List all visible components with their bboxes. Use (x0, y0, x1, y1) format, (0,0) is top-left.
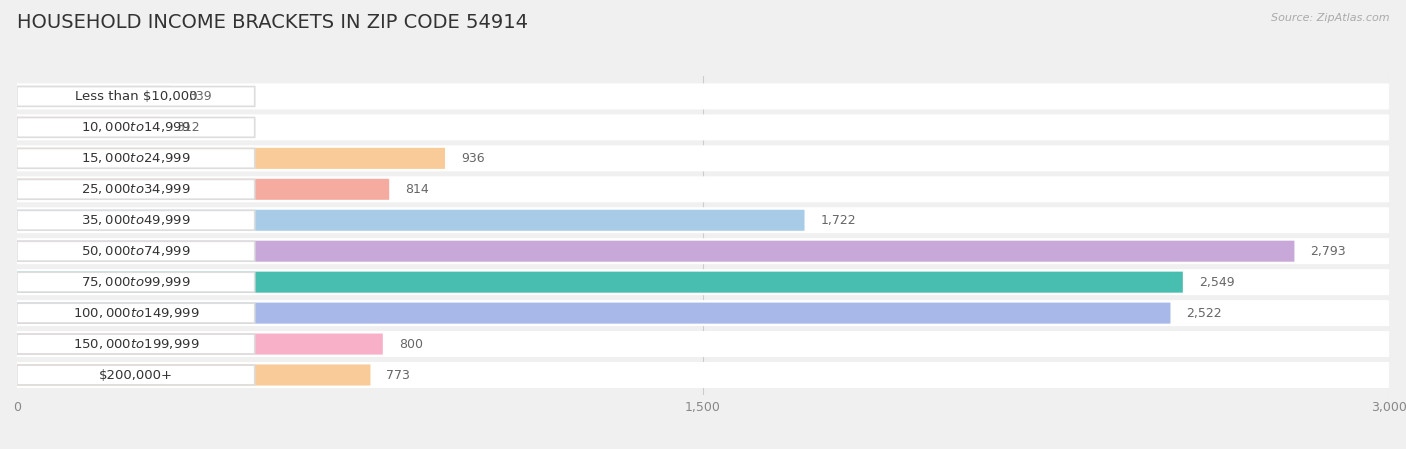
FancyBboxPatch shape (17, 149, 254, 168)
Text: $75,000 to $99,999: $75,000 to $99,999 (82, 275, 191, 289)
FancyBboxPatch shape (17, 300, 1389, 326)
FancyBboxPatch shape (17, 145, 1389, 172)
Text: 2,549: 2,549 (1199, 276, 1234, 289)
FancyBboxPatch shape (17, 210, 254, 230)
Text: Less than $10,000: Less than $10,000 (75, 90, 197, 103)
FancyBboxPatch shape (17, 365, 254, 385)
Text: 339: 339 (188, 90, 211, 103)
Text: HOUSEHOLD INCOME BRACKETS IN ZIP CODE 54914: HOUSEHOLD INCOME BRACKETS IN ZIP CODE 54… (17, 13, 527, 32)
Text: $35,000 to $49,999: $35,000 to $49,999 (82, 213, 191, 227)
FancyBboxPatch shape (17, 86, 172, 107)
Text: $100,000 to $149,999: $100,000 to $149,999 (73, 306, 200, 320)
Text: $200,000+: $200,000+ (98, 369, 173, 382)
Text: 814: 814 (405, 183, 429, 196)
FancyBboxPatch shape (17, 210, 804, 231)
FancyBboxPatch shape (17, 272, 254, 292)
Text: $25,000 to $34,999: $25,000 to $34,999 (82, 182, 191, 196)
Text: $15,000 to $24,999: $15,000 to $24,999 (82, 151, 191, 165)
Text: Source: ZipAtlas.com: Source: ZipAtlas.com (1271, 13, 1389, 23)
Text: 1,722: 1,722 (821, 214, 856, 227)
FancyBboxPatch shape (17, 331, 1389, 357)
FancyBboxPatch shape (17, 269, 1389, 295)
Text: 312: 312 (176, 121, 200, 134)
Text: $50,000 to $74,999: $50,000 to $74,999 (82, 244, 191, 258)
FancyBboxPatch shape (17, 272, 1182, 293)
FancyBboxPatch shape (17, 303, 1170, 324)
Text: 800: 800 (399, 338, 423, 351)
FancyBboxPatch shape (17, 117, 160, 138)
FancyBboxPatch shape (17, 241, 1295, 262)
FancyBboxPatch shape (17, 334, 382, 355)
Text: 2,793: 2,793 (1310, 245, 1346, 258)
FancyBboxPatch shape (17, 180, 254, 199)
FancyBboxPatch shape (17, 118, 254, 137)
Text: $10,000 to $14,999: $10,000 to $14,999 (82, 120, 191, 134)
FancyBboxPatch shape (17, 87, 254, 106)
FancyBboxPatch shape (17, 362, 1389, 388)
FancyBboxPatch shape (17, 238, 1389, 264)
FancyBboxPatch shape (17, 114, 1389, 141)
Text: 773: 773 (387, 369, 411, 382)
FancyBboxPatch shape (17, 241, 254, 261)
Text: 2,522: 2,522 (1187, 307, 1222, 320)
Text: $150,000 to $199,999: $150,000 to $199,999 (73, 337, 200, 351)
Text: 936: 936 (461, 152, 485, 165)
FancyBboxPatch shape (17, 365, 370, 386)
FancyBboxPatch shape (17, 334, 254, 354)
FancyBboxPatch shape (17, 303, 254, 323)
FancyBboxPatch shape (17, 207, 1389, 233)
FancyBboxPatch shape (17, 84, 1389, 110)
FancyBboxPatch shape (17, 148, 446, 169)
FancyBboxPatch shape (17, 179, 389, 200)
FancyBboxPatch shape (17, 176, 1389, 202)
